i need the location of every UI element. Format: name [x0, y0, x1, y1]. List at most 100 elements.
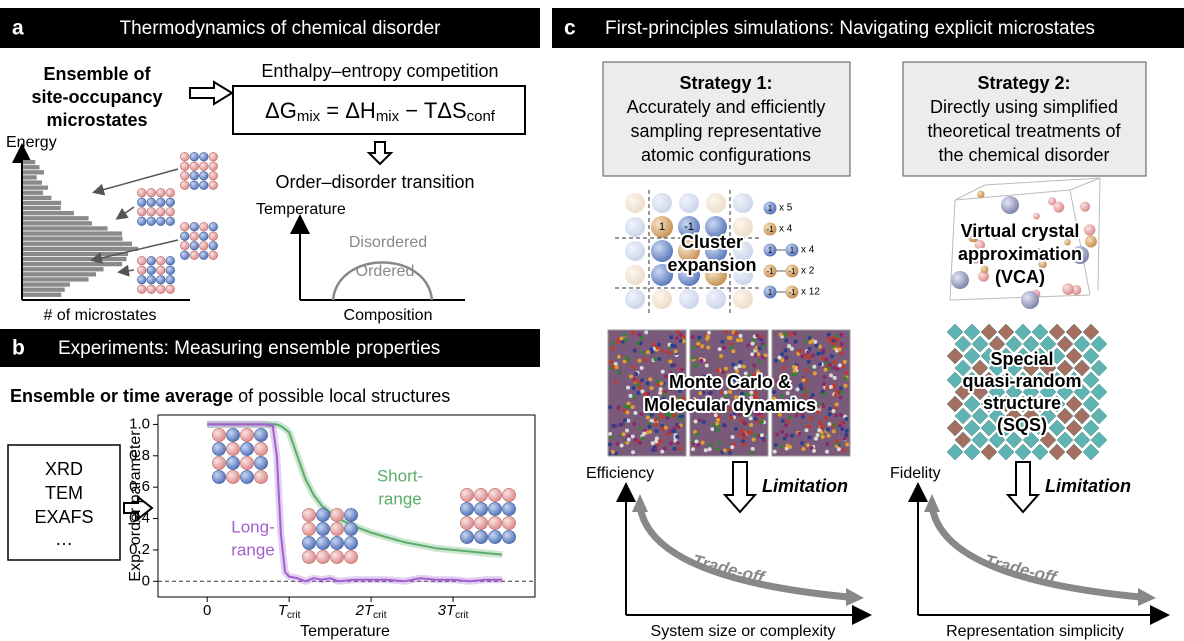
- legend-count: x 4: [801, 245, 815, 256]
- atom: [502, 530, 515, 543]
- arrow: [725, 462, 755, 512]
- atom: [460, 530, 473, 543]
- ensemble-label: microstates: [46, 110, 147, 130]
- sqs-tile: [1074, 408, 1090, 424]
- sqs-tile: [981, 420, 997, 436]
- md-atom: [845, 429, 849, 433]
- sqs-tile: [1066, 396, 1082, 412]
- md-atom: [843, 437, 847, 441]
- md-atom: [724, 367, 728, 371]
- md-atom: [823, 375, 827, 379]
- md-atom: [845, 371, 849, 375]
- md-atom: [738, 360, 742, 364]
- md-atom: [657, 342, 661, 346]
- site-label: -1: [766, 225, 774, 234]
- histogram-bar: [23, 170, 44, 174]
- x-tick-label: 2Tcrit: [355, 602, 387, 621]
- vca-atom: [1080, 202, 1090, 212]
- md-atom: [750, 352, 754, 356]
- atom: [199, 222, 208, 231]
- histogram-bar: [23, 242, 132, 246]
- md-atom: [707, 331, 711, 335]
- md-atom: [646, 381, 650, 385]
- md-atom: [622, 432, 626, 436]
- atom: [147, 266, 156, 275]
- md-atom: [657, 357, 661, 361]
- md-atom: [822, 392, 826, 396]
- site-label: -1: [788, 267, 796, 276]
- atom: [166, 207, 175, 216]
- md-atom: [809, 416, 813, 420]
- atom: [190, 181, 199, 190]
- y-tick-label: 0.8: [129, 447, 150, 464]
- atom: [137, 266, 146, 275]
- sqs-tile: [964, 324, 980, 340]
- md-atom: [676, 441, 680, 445]
- md-atom: [611, 341, 615, 345]
- md-atom: [820, 424, 824, 428]
- site: [679, 289, 699, 309]
- md-atom: [655, 429, 659, 433]
- technique: EXAFS: [34, 507, 93, 527]
- atom: [137, 256, 146, 265]
- atom: [137, 198, 146, 207]
- atom: [137, 188, 146, 197]
- sqs-tile: [947, 372, 963, 388]
- eq-part: = ΔH: [320, 98, 376, 123]
- atom: [199, 181, 208, 190]
- site-label: 1: [659, 221, 665, 233]
- md-atom: [792, 372, 796, 376]
- sqs-tile: [1083, 396, 1099, 412]
- site-label: 1: [768, 204, 773, 213]
- competition-label: Enthalpy–entropy competition: [261, 61, 498, 81]
- md-atom: [784, 339, 788, 343]
- md-atom: [790, 347, 794, 351]
- md-atom: [834, 393, 838, 397]
- atom: [226, 470, 239, 483]
- atom: [166, 188, 175, 197]
- md-atom: [825, 450, 829, 454]
- sqs-tile: [1074, 432, 1090, 448]
- md-atom: [611, 424, 615, 428]
- sqs-tile: [955, 336, 971, 352]
- md-atom: [835, 389, 839, 393]
- md-atom: [794, 340, 798, 344]
- sqs-tile: [964, 444, 980, 460]
- atom: [166, 217, 175, 226]
- strategy-text: sampling representative: [630, 121, 821, 141]
- histogram-bar: [23, 206, 61, 210]
- atom: [147, 285, 156, 294]
- atom: [156, 285, 165, 294]
- md-atom: [840, 427, 844, 431]
- md-atom: [779, 445, 783, 449]
- md-atom: [610, 435, 614, 439]
- atom: [190, 152, 199, 161]
- atom: [209, 222, 218, 231]
- md-atom: [720, 340, 724, 344]
- md-atom: [626, 386, 630, 390]
- md-atom: [757, 360, 761, 364]
- series-label: range: [378, 489, 421, 508]
- md-atom: [799, 383, 803, 387]
- md-atom: [773, 450, 777, 454]
- md-atom: [826, 428, 830, 432]
- legend-count: x 4: [779, 224, 793, 235]
- atom: [254, 456, 267, 469]
- md-atom: [633, 395, 637, 399]
- md-atom: [730, 445, 734, 449]
- atom: [147, 256, 156, 265]
- atom: [156, 275, 165, 284]
- md-atom: [710, 427, 714, 431]
- md-atom: [751, 342, 755, 346]
- atom: [240, 428, 253, 441]
- axis-label: Representation simplicity: [946, 623, 1124, 640]
- subtitle-rest: of possible local structures: [233, 386, 450, 406]
- md-atom: [835, 338, 839, 342]
- md-atom: [646, 350, 650, 354]
- md-atom: [804, 340, 808, 344]
- md-atom: [793, 331, 797, 335]
- atom: [180, 162, 189, 171]
- md-atom: [654, 440, 658, 444]
- md-atom: [650, 350, 654, 354]
- histogram-bar: [23, 272, 96, 276]
